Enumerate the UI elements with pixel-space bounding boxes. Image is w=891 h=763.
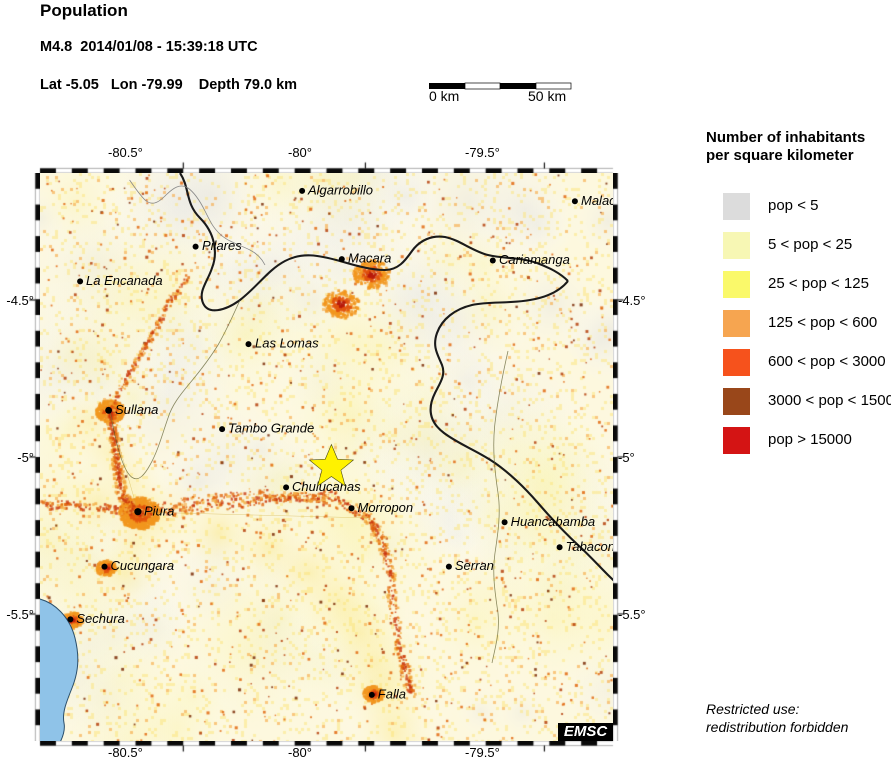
svg-text:Piura: Piura <box>144 503 174 518</box>
svg-text:Serran: Serran <box>455 558 494 573</box>
svg-text:Sechura: Sechura <box>76 611 124 626</box>
svg-text:Macara: Macara <box>348 251 391 266</box>
svg-text:Las Lomas: Las Lomas <box>255 336 319 351</box>
svg-text:La Encanada: La Encanada <box>86 273 163 288</box>
svg-text:Cucungara: Cucungara <box>111 558 175 573</box>
svg-text:Huancabamba: Huancabamba <box>511 514 596 529</box>
svg-text:Chulucanas: Chulucanas <box>292 479 361 494</box>
svg-text:Algarrobillo: Algarrobillo <box>307 183 373 198</box>
svg-text:Tambo Grande: Tambo Grande <box>228 421 314 436</box>
svg-text:Pilares: Pilares <box>202 238 242 253</box>
svg-text:Sullana: Sullana <box>115 402 158 417</box>
svg-text:Malaca: Malaca <box>581 193 613 208</box>
svg-text:Tabaconas: Tabaconas <box>566 539 613 554</box>
svg-text:Cariamanga: Cariamanga <box>499 252 570 267</box>
svg-text:Falla: Falla <box>378 687 406 702</box>
svg-text:Morropon: Morropon <box>358 500 414 515</box>
